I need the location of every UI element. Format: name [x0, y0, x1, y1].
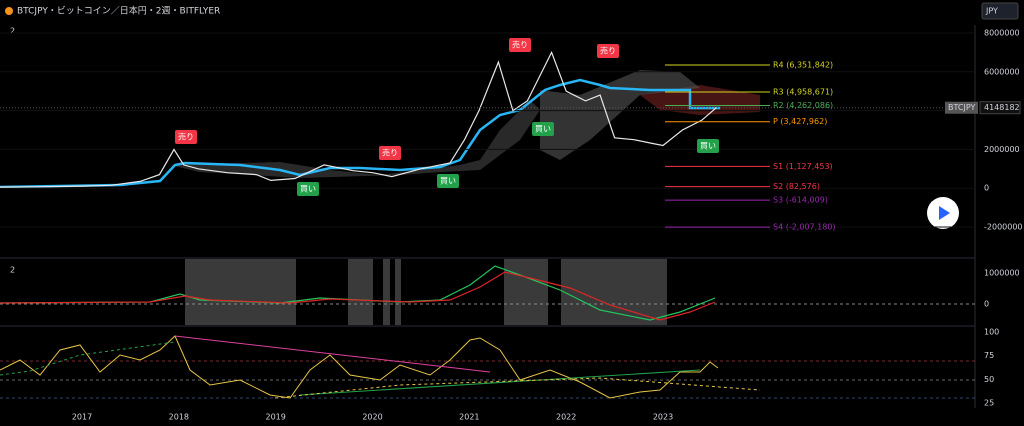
- signal-text: 買い: [300, 185, 316, 194]
- macd-tick-label: 0: [984, 300, 989, 309]
- rsi-tick-label: 50: [984, 375, 994, 384]
- price-tag-text: 4148182: [984, 103, 1020, 112]
- price-tag: [979, 101, 1021, 115]
- rsi-tick-label: 75: [984, 351, 994, 360]
- signal-badge: [509, 38, 531, 52]
- macd-tick-label: 1000000: [984, 269, 1020, 278]
- rsi-tick-label: 25: [984, 399, 994, 408]
- signal-badge: [297, 182, 319, 196]
- trendline: [0, 341, 176, 376]
- pivot-label: R2 (4,262,086): [773, 101, 833, 110]
- title: BTCJPY・ビットコイン／日本円・2週・BITFLYER: [17, 5, 220, 17]
- currency: JPY: [985, 7, 998, 16]
- symbol-tag: [945, 101, 978, 114]
- y-tick-label: 6000000: [984, 67, 1020, 76]
- pane-toggle[interactable]: 2: [10, 27, 15, 36]
- x-tick-label: 2017: [72, 413, 92, 422]
- x-tick-label: 2022: [556, 413, 576, 422]
- trendline: [174, 335, 491, 373]
- symbol-icon: [5, 7, 13, 15]
- baseline: [0, 78, 720, 189]
- rsi-line: [0, 335, 719, 399]
- signal-text: 買い: [440, 177, 456, 186]
- signal-text: 売り: [512, 40, 528, 50]
- pivot-label: S2 (82,576): [773, 182, 820, 191]
- currency-button[interactable]: [981, 2, 1019, 20]
- pivot-label: S3 (-614,009): [773, 196, 828, 205]
- pane-toggle[interactable]: 2: [10, 266, 15, 275]
- signal-text: 売り: [600, 46, 616, 56]
- signal-badge: [437, 174, 459, 188]
- cloud: [540, 70, 700, 160]
- price-line: [0, 50, 717, 188]
- trendline: [274, 377, 761, 399]
- signal-badge: [597, 44, 619, 58]
- signal-badge: [697, 139, 719, 153]
- signal-badge: [532, 122, 554, 136]
- x-tick-label: 2021: [459, 413, 479, 422]
- pivot-label: S4 (-2,007,180): [773, 223, 836, 232]
- pivot-label: S1 (1,127,453): [773, 162, 833, 171]
- y-tick-label: 0: [984, 184, 989, 193]
- signal-line: [0, 271, 716, 321]
- x-tick-label: 2023: [653, 413, 673, 422]
- macd-shading: [185, 259, 667, 325]
- signal-text: 売り: [382, 148, 398, 158]
- x-tick-label: 2019: [265, 413, 285, 422]
- play-icon: [939, 206, 950, 220]
- pivot-label: R4 (6,351,842): [773, 60, 833, 69]
- x-tick-label: 2020: [362, 413, 382, 422]
- signal-badge: [379, 146, 401, 160]
- signal-badge: [175, 130, 197, 144]
- rsi-tick-label: 100: [984, 328, 999, 337]
- y-tick-label: 8000000: [984, 29, 1020, 38]
- pivot-label: P (3,427,962): [773, 117, 827, 126]
- signal-text: 売り: [178, 132, 194, 142]
- x-tick-label: 2018: [169, 413, 189, 422]
- y-tick-label: 2000000: [984, 145, 1020, 154]
- y-tick-label: -2000000: [984, 223, 1023, 232]
- symbol-tag-text: BTCJPY: [948, 103, 976, 112]
- signal-text: 買い: [700, 142, 716, 151]
- trendline: [299, 369, 701, 396]
- pivot-label: R3 (4,958,671): [773, 88, 833, 97]
- signal-text: 買い: [535, 125, 551, 134]
